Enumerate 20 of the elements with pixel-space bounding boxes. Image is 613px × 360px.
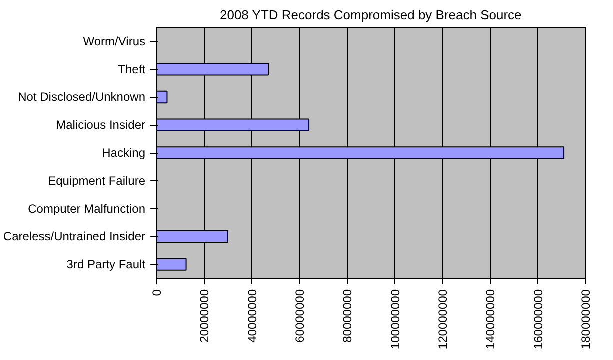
y-tick-label: 3rd Party Fault [66,258,146,272]
y-tick-label: Not Disclosed/Unknown [18,90,146,104]
chart-title: 2008 YTD Records Compromised by Breach Source [220,8,522,22]
y-tick-label: Equipment Failure [48,174,146,188]
y-tick-label: Theft [118,62,146,76]
x-tick-label: 20000000 [198,289,212,343]
x-tick-label: 120000000 [436,289,450,350]
x-tick-label: 80000000 [340,289,355,343]
x-tick-label: 40000000 [245,289,260,343]
y-tick-label: Malicious Insider [56,118,146,132]
y-tick-label: Hacking [102,146,146,160]
x-tick-label: 0 [150,289,164,296]
x-tick-label: 100000000 [388,289,402,350]
x-tick-label: 140000000 [484,289,498,350]
y-tick-label: Careless/Untrained Insider [3,230,146,244]
x-tick-label: 180000000 [579,289,593,350]
x-tick-label: 60000000 [293,289,307,343]
y-tick-label: Worm/Virus [83,34,146,48]
y-tick-label: Computer Malfunction [28,202,146,216]
x-tick-label: 160000000 [531,289,546,350]
